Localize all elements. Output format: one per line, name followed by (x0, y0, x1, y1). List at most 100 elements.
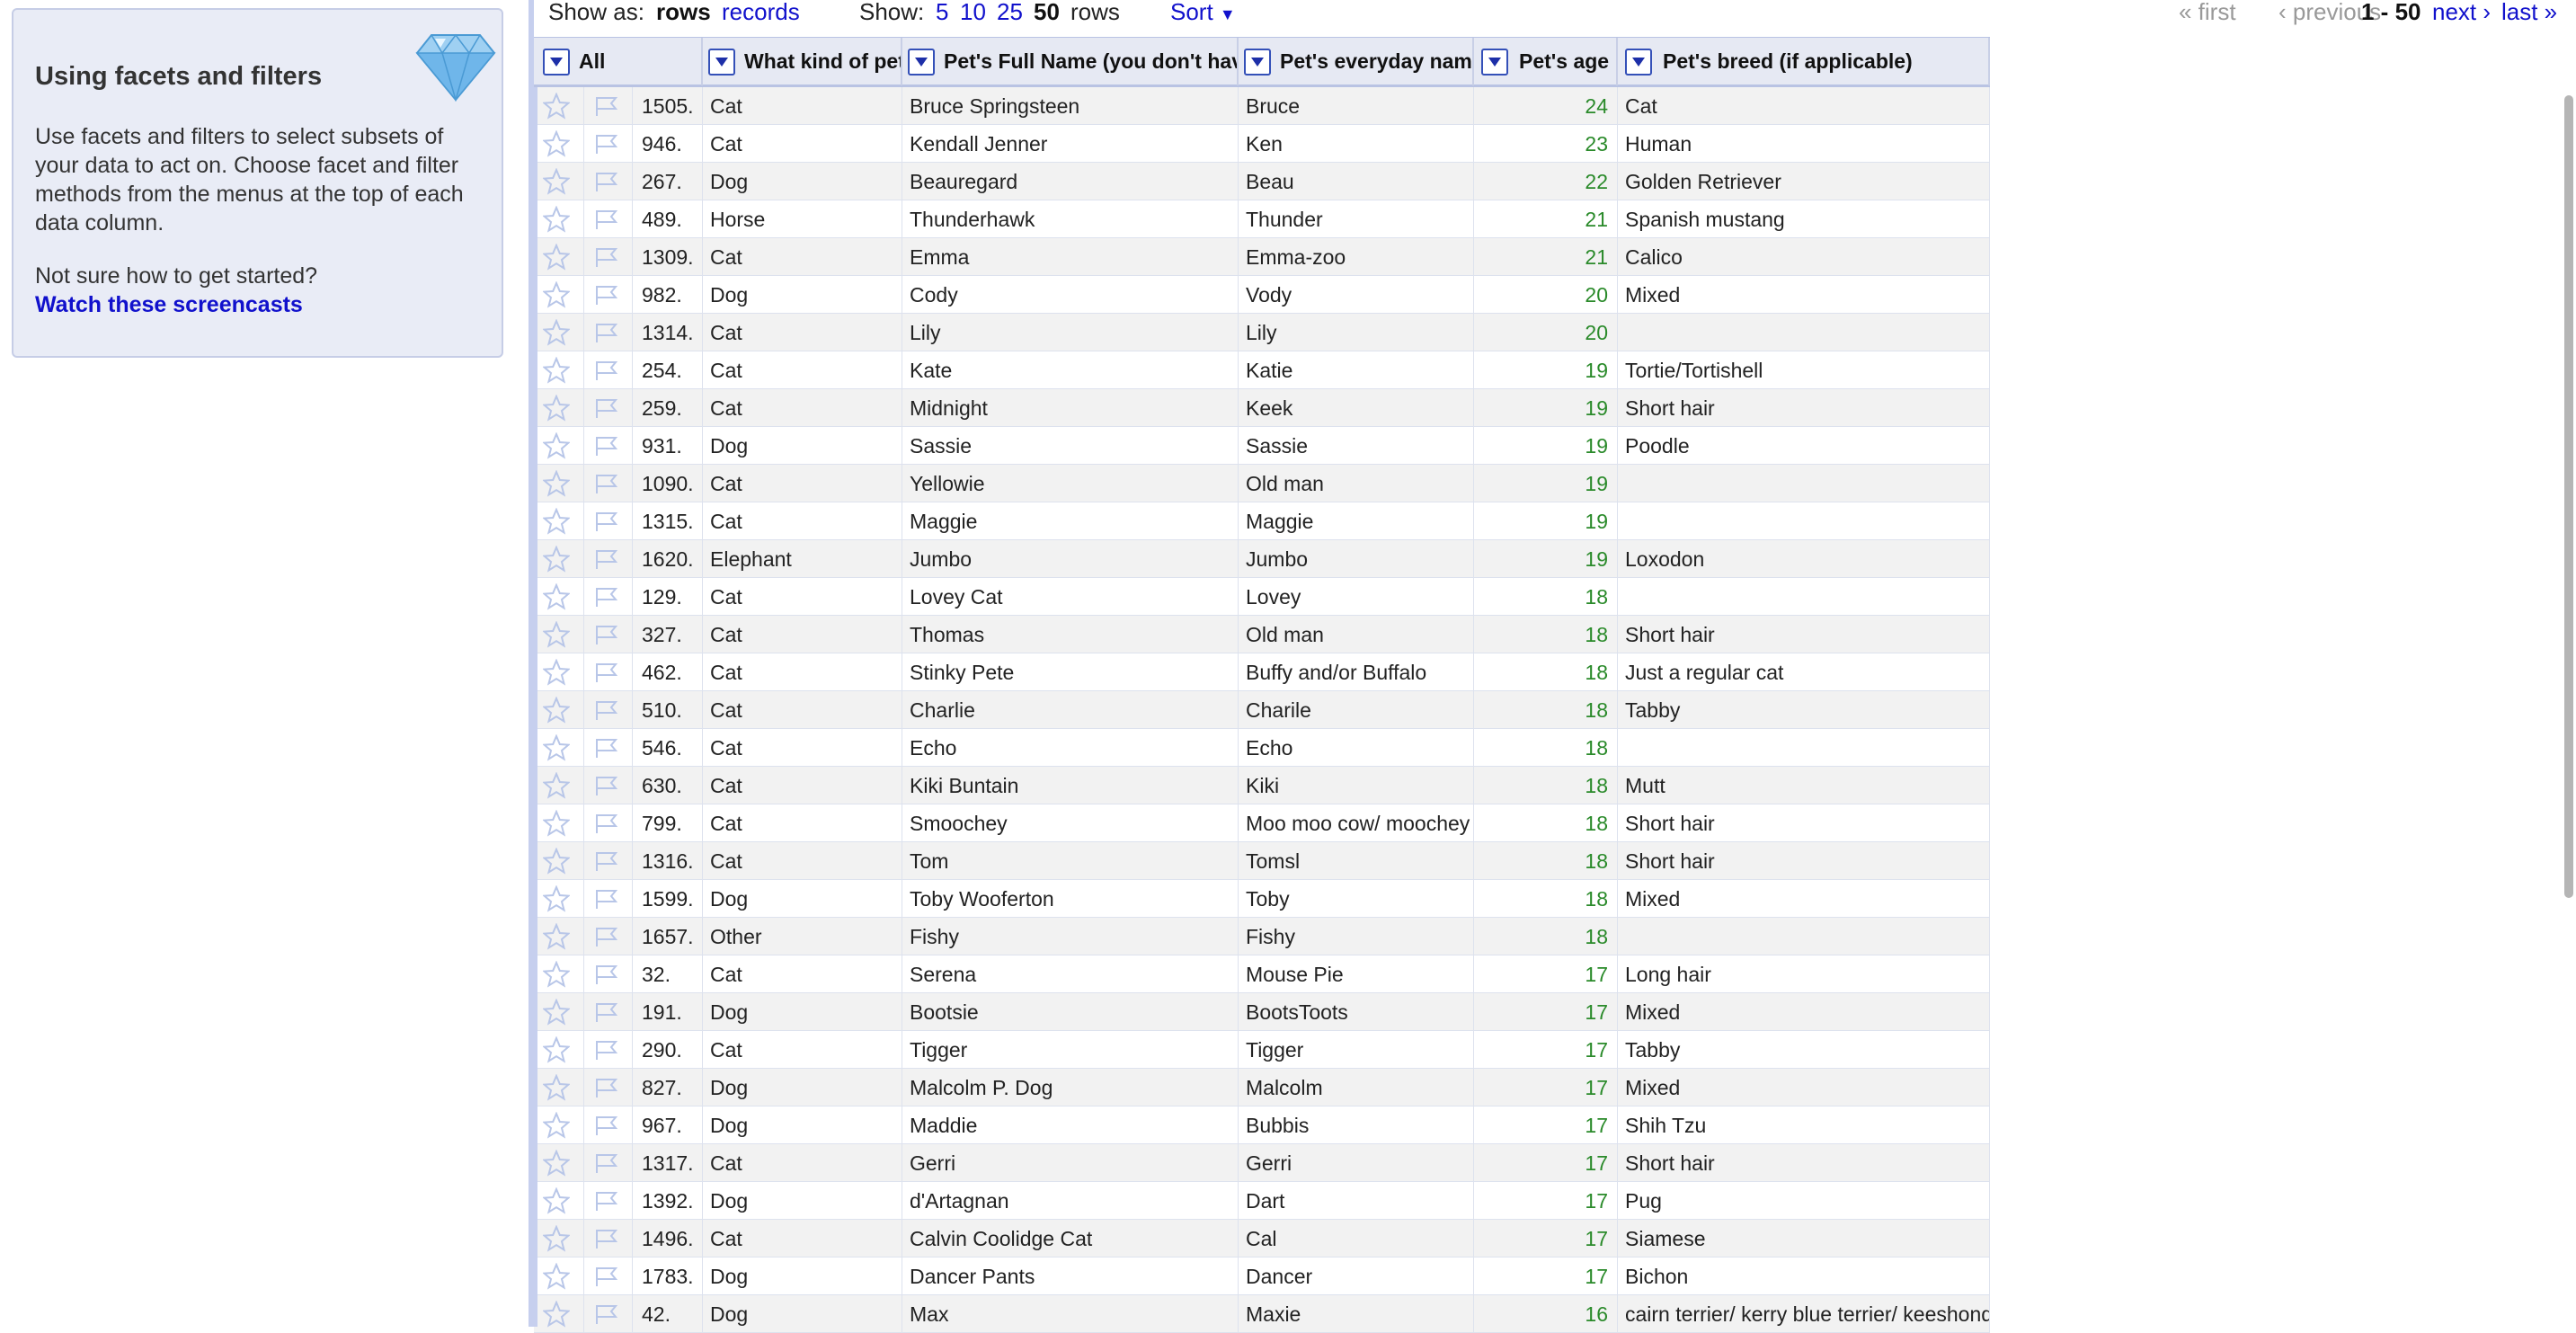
flag-icon[interactable] (584, 1031, 633, 1069)
cell-everyday-name: Jumbo (1239, 540, 1474, 578)
flag-icon[interactable] (584, 351, 633, 389)
page-size-5-link[interactable]: 5 (936, 0, 949, 25)
page-size-50[interactable]: 50 (1034, 0, 1060, 25)
cell-kind: Dog (703, 276, 902, 314)
star-icon[interactable] (534, 918, 584, 955)
flag-icon[interactable] (584, 1220, 633, 1257)
star-icon[interactable] (534, 314, 584, 351)
star-icon[interactable] (534, 1182, 584, 1220)
rows-mode[interactable]: rows (656, 0, 711, 25)
star-icon[interactable] (534, 276, 584, 314)
star-icon[interactable] (534, 1220, 584, 1257)
flag-icon[interactable] (584, 427, 633, 465)
flag-icon[interactable] (584, 1069, 633, 1106)
cell-full-name: Thomas (902, 616, 1239, 653)
previous-page-link[interactable]: ‹ previous (2278, 0, 2382, 25)
next-page-link[interactable]: next › (2432, 0, 2492, 25)
star-icon[interactable] (534, 880, 584, 918)
column-menu-everyday-icon[interactable] (1244, 49, 1271, 76)
star-icon[interactable] (534, 955, 584, 993)
cell-kind: Cat (703, 653, 902, 691)
column-header-age-label: Pet's age (1519, 49, 1610, 73)
flag-icon[interactable] (584, 691, 633, 729)
column-menu-breed-icon[interactable] (1625, 49, 1652, 76)
flag-icon[interactable] (584, 918, 633, 955)
flag-icon[interactable] (584, 163, 633, 200)
star-icon[interactable] (534, 163, 584, 200)
star-icon[interactable] (534, 200, 584, 238)
star-icon[interactable] (534, 804, 584, 842)
star-icon[interactable] (534, 238, 584, 276)
star-icon[interactable] (534, 691, 584, 729)
column-menu-full-name-icon[interactable] (908, 49, 935, 76)
star-icon[interactable] (534, 842, 584, 880)
cell-everyday-name: Old man (1239, 465, 1474, 502)
flag-icon[interactable] (584, 1106, 633, 1144)
star-icon[interactable] (534, 1257, 584, 1295)
star-icon[interactable] (534, 502, 584, 540)
flag-icon[interactable] (584, 1182, 633, 1220)
flag-icon[interactable] (584, 125, 633, 163)
flag-icon[interactable] (584, 200, 633, 238)
star-icon[interactable] (534, 1069, 584, 1106)
flag-icon[interactable] (584, 804, 633, 842)
watch-screencasts-link[interactable]: Watch these screencasts (35, 292, 303, 317)
flag-icon[interactable] (584, 1144, 633, 1182)
first-page-link[interactable]: « first (2179, 0, 2236, 25)
star-icon[interactable] (534, 427, 584, 465)
flag-icon[interactable] (584, 1295, 633, 1333)
flag-icon[interactable] (584, 314, 633, 351)
flag-icon[interactable] (584, 87, 633, 125)
star-icon[interactable] (534, 125, 584, 163)
flag-icon[interactable] (584, 880, 633, 918)
star-icon[interactable] (534, 351, 584, 389)
scrollbar-thumb[interactable] (2564, 95, 2573, 898)
flag-icon[interactable] (584, 276, 633, 314)
page-size-25-link[interactable]: 25 (997, 0, 1023, 25)
star-icon[interactable] (534, 993, 584, 1031)
flag-icon[interactable] (584, 616, 633, 653)
cell-everyday-name: Sassie (1239, 427, 1474, 465)
flag-icon[interactable] (584, 842, 633, 880)
panel-separator (529, 0, 534, 1327)
star-icon[interactable] (534, 389, 584, 427)
star-icon[interactable] (534, 616, 584, 653)
star-icon[interactable] (534, 540, 584, 578)
star-icon[interactable] (534, 729, 584, 767)
flag-icon[interactable] (584, 465, 633, 502)
flag-icon[interactable] (584, 729, 633, 767)
star-icon[interactable] (534, 465, 584, 502)
flag-icon[interactable] (584, 502, 633, 540)
star-icon[interactable] (534, 767, 584, 804)
page-size-10-link[interactable]: 10 (960, 0, 986, 25)
column-menu-age-icon[interactable] (1481, 49, 1508, 76)
flag-icon[interactable] (584, 540, 633, 578)
star-icon[interactable] (534, 87, 584, 125)
flag-icon[interactable] (584, 955, 633, 993)
flag-icon[interactable] (584, 578, 633, 616)
column-menu-kind-icon[interactable] (708, 49, 735, 76)
column-menu-all-icon[interactable] (543, 49, 570, 76)
star-icon[interactable] (534, 1031, 584, 1069)
flag-icon[interactable] (584, 238, 633, 276)
cell-breed: Tabby (1618, 1031, 1990, 1069)
cell-everyday-name: Bubbis (1239, 1106, 1474, 1144)
last-page-link[interactable]: last » (2501, 0, 2558, 25)
flag-icon[interactable] (584, 389, 633, 427)
flag-icon[interactable] (584, 767, 633, 804)
flag-icon[interactable] (584, 653, 633, 691)
star-icon[interactable] (534, 1144, 584, 1182)
sort-menu[interactable]: Sort ▼ (1170, 0, 1236, 26)
cell-breed: Mixed (1618, 993, 1990, 1031)
star-icon[interactable] (534, 1106, 584, 1144)
star-icon[interactable] (534, 653, 584, 691)
star-icon[interactable] (534, 578, 584, 616)
cell-breed: Human (1618, 125, 1990, 163)
star-icon[interactable] (534, 1295, 584, 1333)
records-mode-link[interactable]: records (722, 0, 800, 25)
cell-kind: Cat (703, 351, 902, 389)
row-number: 931. (633, 427, 703, 465)
flag-icon[interactable] (584, 1257, 633, 1295)
cell-age: 17 (1474, 1031, 1618, 1069)
flag-icon[interactable] (584, 993, 633, 1031)
